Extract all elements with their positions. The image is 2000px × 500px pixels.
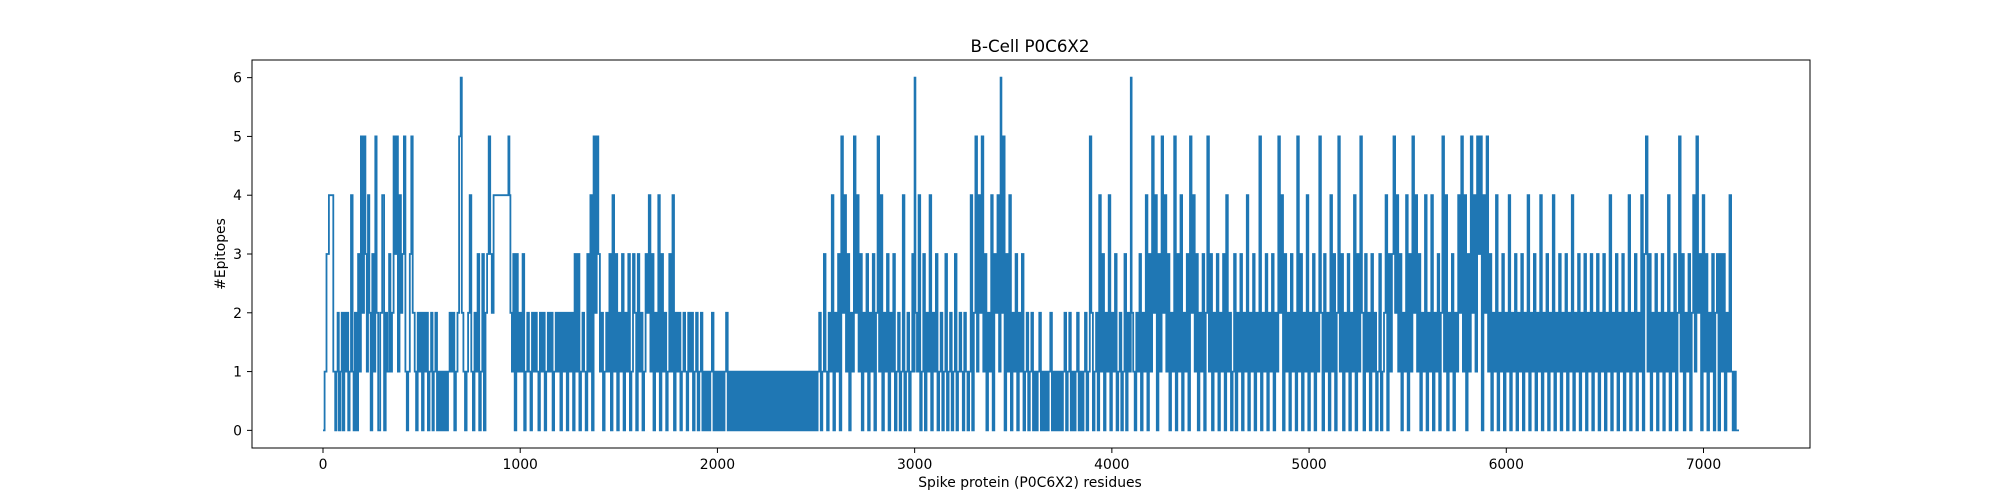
y-tick-label: 3	[233, 247, 242, 263]
x-tick-label: 1000	[503, 457, 538, 473]
x-tick-label: 3000	[897, 457, 932, 473]
axis-ticks: 0 1000 2000 3000 4000 5000 6000 7000 0 1 2 3 4 5 6	[233, 71, 1721, 473]
x-tick-label: 5000	[1291, 457, 1326, 473]
x-tick-label: 4000	[1094, 457, 1129, 473]
y-tick-label: 1	[233, 365, 242, 381]
plot-area-frame	[251, 59, 1811, 449]
y-tick-label: 2	[233, 306, 242, 322]
y-tick-label: 6	[233, 71, 242, 87]
y-tick-label: 0	[233, 423, 242, 439]
y-tick-label: 4	[233, 188, 242, 204]
chart-title: B-Cell P0C6X2	[971, 36, 1090, 56]
y-axis-label: #Epitopes	[213, 218, 229, 290]
x-tick-label: 2000	[700, 457, 735, 473]
y-tick-label: 5	[233, 129, 242, 145]
epitope-count-series-line	[323, 76, 1739, 432]
x-tick-label: 6000	[1489, 457, 1524, 473]
x-tick-label: 0	[319, 457, 328, 473]
series-layer	[323, 76, 1739, 432]
x-axis-label: Spike protein (P0C6X2) residues	[918, 475, 1142, 491]
x-tick-label: 7000	[1686, 457, 1721, 473]
